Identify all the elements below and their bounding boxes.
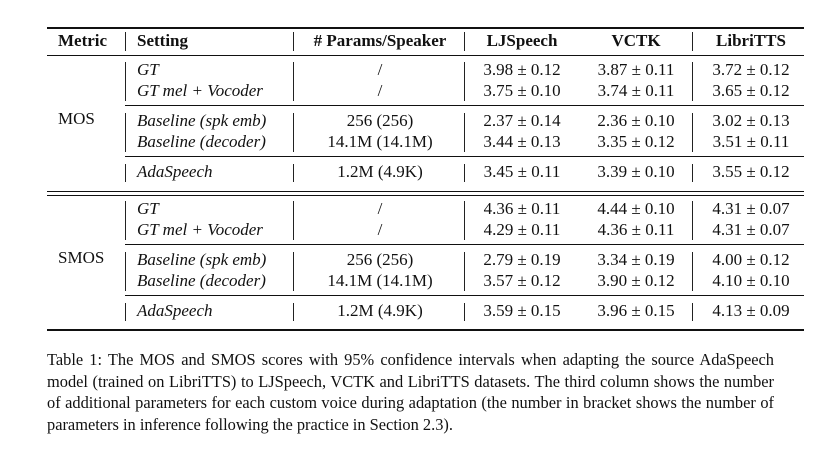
column-separator [692, 303, 693, 321]
column-separator [464, 303, 465, 321]
cell-ljspeech: 4.36 ± 0.11 [483, 199, 561, 218]
header-params: # Params/Speaker [313, 31, 447, 50]
cell-vctk: 3.39 ± 0.10 [597, 162, 675, 181]
column-separator [125, 201, 126, 240]
column-separator [293, 113, 294, 152]
cell-libritts: 4.10 ± 0.10 [712, 271, 790, 290]
cell-params: 256 (256) [346, 250, 414, 269]
cell-libritts: 3.51 ± 0.11 [712, 132, 790, 151]
cell-setting: GT mel + Vocoder [137, 81, 263, 100]
group-divider-rule-1 [47, 191, 804, 192]
column-separator [125, 164, 126, 182]
column-separator [293, 303, 294, 321]
column-separator [293, 252, 294, 291]
cell-vctk: 2.36 ± 0.10 [597, 111, 675, 130]
header-metric: Metric [58, 31, 108, 50]
cell-vctk: 3.34 ± 0.19 [597, 250, 675, 269]
column-separator [692, 113, 693, 152]
cell-libritts: 4.31 ± 0.07 [712, 199, 790, 218]
header-vctk: VCTK [611, 31, 661, 50]
column-separator [293, 62, 294, 101]
cell-setting: GT [137, 199, 159, 218]
column-separator [692, 62, 693, 101]
cell-ljspeech: 3.59 ± 0.15 [483, 301, 561, 320]
cell-ljspeech: 3.57 ± 0.12 [483, 271, 561, 290]
cell-params: / [377, 199, 383, 218]
column-separator [464, 62, 465, 101]
cell-params: / [377, 81, 383, 100]
header-rule [47, 55, 804, 56]
column-separator [692, 164, 693, 182]
cell-setting: Baseline (decoder) [137, 271, 266, 290]
cell-ljspeech: 4.29 ± 0.11 [483, 220, 561, 239]
column-separator [464, 164, 465, 182]
cell-vctk: 3.74 ± 0.11 [597, 81, 675, 100]
header-libritts: LibriTTS [716, 31, 786, 50]
cell-libritts: 4.00 ± 0.12 [712, 250, 790, 269]
cell-vctk: 4.44 ± 0.10 [597, 199, 675, 218]
cell-libritts: 3.65 ± 0.12 [712, 81, 790, 100]
column-separator [293, 164, 294, 182]
cell-ljspeech: 3.75 ± 0.10 [483, 81, 561, 100]
cell-libritts: 3.72 ± 0.12 [712, 60, 790, 79]
column-separator [464, 113, 465, 152]
cell-vctk: 3.96 ± 0.15 [597, 301, 675, 320]
table-caption: Table 1: The MOS and SMOS scores with 95… [47, 350, 774, 434]
cell-ljspeech: 2.37 ± 0.14 [483, 111, 561, 130]
block-rule [125, 244, 804, 245]
column-separator [125, 62, 126, 101]
top-rule [47, 27, 804, 29]
cell-setting: Baseline (decoder) [137, 132, 266, 151]
column-separator [464, 252, 465, 291]
cell-vctk: 3.35 ± 0.12 [597, 132, 675, 151]
bottom-rule [47, 329, 804, 331]
column-separator [125, 113, 126, 152]
column-separator [464, 201, 465, 240]
header-ljspeech: LJSpeech [486, 31, 558, 50]
cell-params: / [377, 60, 383, 79]
cell-setting: GT [137, 60, 159, 79]
header-separator [293, 32, 294, 51]
column-separator [293, 201, 294, 240]
block-rule [125, 295, 804, 296]
cell-ljspeech: 3.45 ± 0.11 [483, 162, 561, 181]
cell-setting: AdaSpeech [137, 162, 213, 181]
cell-libritts: 3.02 ± 0.13 [712, 111, 790, 130]
cell-params: 1.2M (4.9K) [337, 301, 423, 320]
cell-libritts: 4.31 ± 0.07 [712, 220, 790, 239]
header-setting: Setting [137, 31, 188, 50]
header-separator [125, 32, 126, 51]
cell-params: 1.2M (4.9K) [337, 162, 423, 181]
cell-setting: Baseline (spk emb) [137, 111, 267, 130]
block-rule [125, 105, 804, 106]
cell-vctk: 4.36 ± 0.11 [597, 220, 675, 239]
metric-label: MOS [58, 109, 95, 128]
cell-ljspeech: 3.98 ± 0.12 [483, 60, 561, 79]
header-separator [692, 32, 693, 51]
column-separator [692, 201, 693, 240]
cell-params: 256 (256) [346, 111, 414, 130]
cell-libritts: 4.13 ± 0.09 [712, 301, 790, 320]
cell-ljspeech: 3.44 ± 0.13 [483, 132, 561, 151]
cell-vctk: 3.90 ± 0.12 [597, 271, 675, 290]
cell-ljspeech: 2.79 ± 0.19 [483, 250, 561, 269]
block-rule [125, 156, 804, 157]
column-separator [125, 252, 126, 291]
column-separator [692, 252, 693, 291]
cell-setting: GT mel + Vocoder [137, 220, 263, 239]
cell-setting: AdaSpeech [137, 301, 213, 320]
cell-libritts: 3.55 ± 0.12 [712, 162, 790, 181]
cell-vctk: 3.87 ± 0.11 [597, 60, 675, 79]
column-separator [125, 303, 126, 321]
group-divider-rule-2 [47, 195, 804, 196]
metric-label: SMOS [58, 248, 105, 267]
header-separator [464, 32, 465, 51]
cell-setting: Baseline (spk emb) [137, 250, 267, 269]
cell-params: 14.1M (14.1M) [327, 271, 433, 290]
cell-params: / [377, 220, 383, 239]
cell-params: 14.1M (14.1M) [327, 132, 433, 151]
